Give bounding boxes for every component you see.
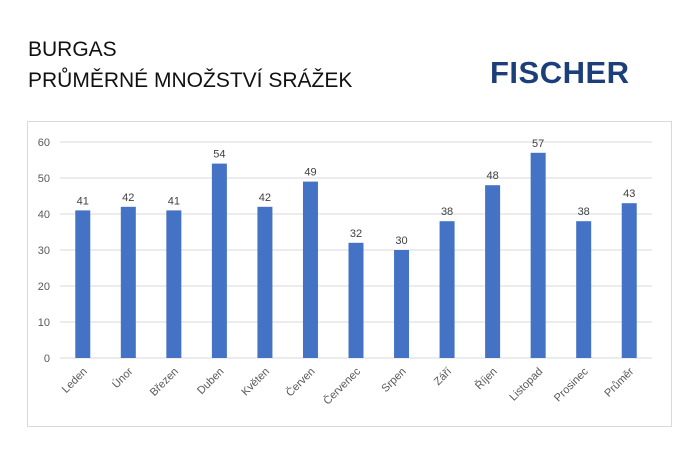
data-label: 43	[623, 188, 635, 200]
chart-subtitle: PRŮMĚRNÉ MNOŽSTVÍ SRÁŽEK	[28, 69, 353, 92]
bar	[439, 221, 455, 358]
bar	[75, 210, 91, 358]
x-tick-label: Průměr	[602, 365, 636, 399]
x-tick-label: Srpen	[379, 366, 408, 395]
y-tick-label: 40	[38, 209, 50, 221]
x-tick-label: Květen	[239, 366, 272, 399]
bar	[257, 206, 273, 358]
x-tick-label: Listopad	[507, 366, 545, 404]
data-label: 30	[395, 235, 407, 247]
data-label: 42	[259, 192, 271, 204]
data-label: 49	[304, 167, 316, 179]
x-tick-label: Duben	[195, 366, 226, 397]
x-tick-label: Leden	[60, 366, 90, 396]
y-tick-label: 20	[38, 281, 50, 293]
chart-title-block: BURGAS PRŮMĚRNÉ MNOŽSTVÍ SRÁŽEK	[28, 34, 352, 96]
data-label: 41	[168, 195, 180, 207]
bar	[166, 210, 182, 358]
data-label: 57	[532, 138, 544, 150]
y-tick-label: 10	[38, 317, 50, 329]
x-tick-label: Únor	[109, 365, 135, 391]
bar	[302, 181, 318, 358]
x-tick-label: Říjen	[472, 365, 499, 392]
x-tick-label: Září	[432, 366, 454, 388]
y-tick-label: 50	[38, 173, 50, 185]
bar	[530, 152, 546, 358]
data-label: 41	[77, 195, 89, 207]
fischer-logo: FISCHER	[490, 55, 630, 90]
chart-area	[27, 121, 672, 427]
bar	[394, 250, 410, 358]
data-label: 42	[122, 192, 134, 204]
x-tick-label: Březen	[148, 366, 181, 399]
data-label: 48	[486, 170, 498, 182]
data-label: 38	[578, 206, 590, 218]
bar	[120, 206, 136, 358]
bar	[576, 221, 592, 358]
data-label: 32	[350, 228, 362, 240]
city-title: BURGAS	[28, 38, 117, 61]
data-label: 38	[441, 206, 453, 218]
x-tick-label: Červen	[283, 365, 317, 399]
x-tick-label: Červenec	[321, 365, 364, 408]
y-tick-label: 60	[38, 137, 50, 149]
y-tick-label: 0	[44, 353, 50, 365]
data-label: 54	[213, 149, 225, 161]
bar	[348, 242, 364, 358]
bar	[211, 163, 227, 358]
x-tick-label: Prosinec	[552, 365, 591, 404]
bar	[485, 185, 501, 358]
bar	[621, 203, 637, 358]
y-tick-label: 30	[38, 245, 50, 257]
